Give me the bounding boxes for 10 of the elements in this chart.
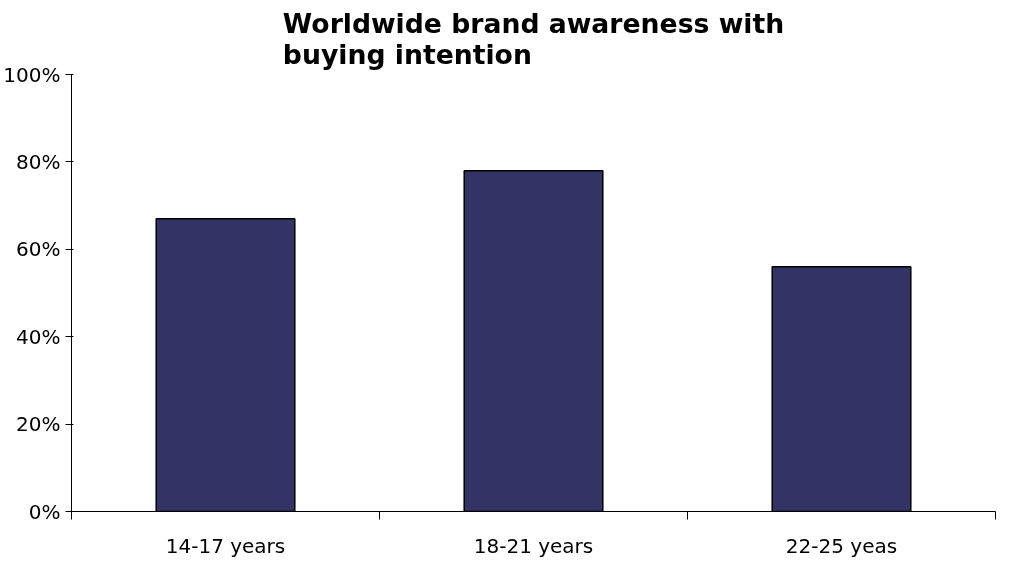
y-tick-label: 20% bbox=[16, 412, 61, 437]
y-tick-label: 100% bbox=[3, 62, 61, 87]
y-tick-label: 80% bbox=[16, 149, 61, 174]
x-tick-label: 22-25 yeas bbox=[785, 533, 898, 558]
y-tick-label: 40% bbox=[16, 324, 61, 349]
x-tick-label: 18-21 years bbox=[473, 533, 594, 558]
y-tick-label: 0% bbox=[28, 499, 61, 524]
chart-title: Worldwide brand awareness with buying intention bbox=[282, 7, 785, 70]
y-tick-label: 60% bbox=[16, 237, 61, 262]
x-tick-label: 14-17 years bbox=[165, 533, 286, 558]
